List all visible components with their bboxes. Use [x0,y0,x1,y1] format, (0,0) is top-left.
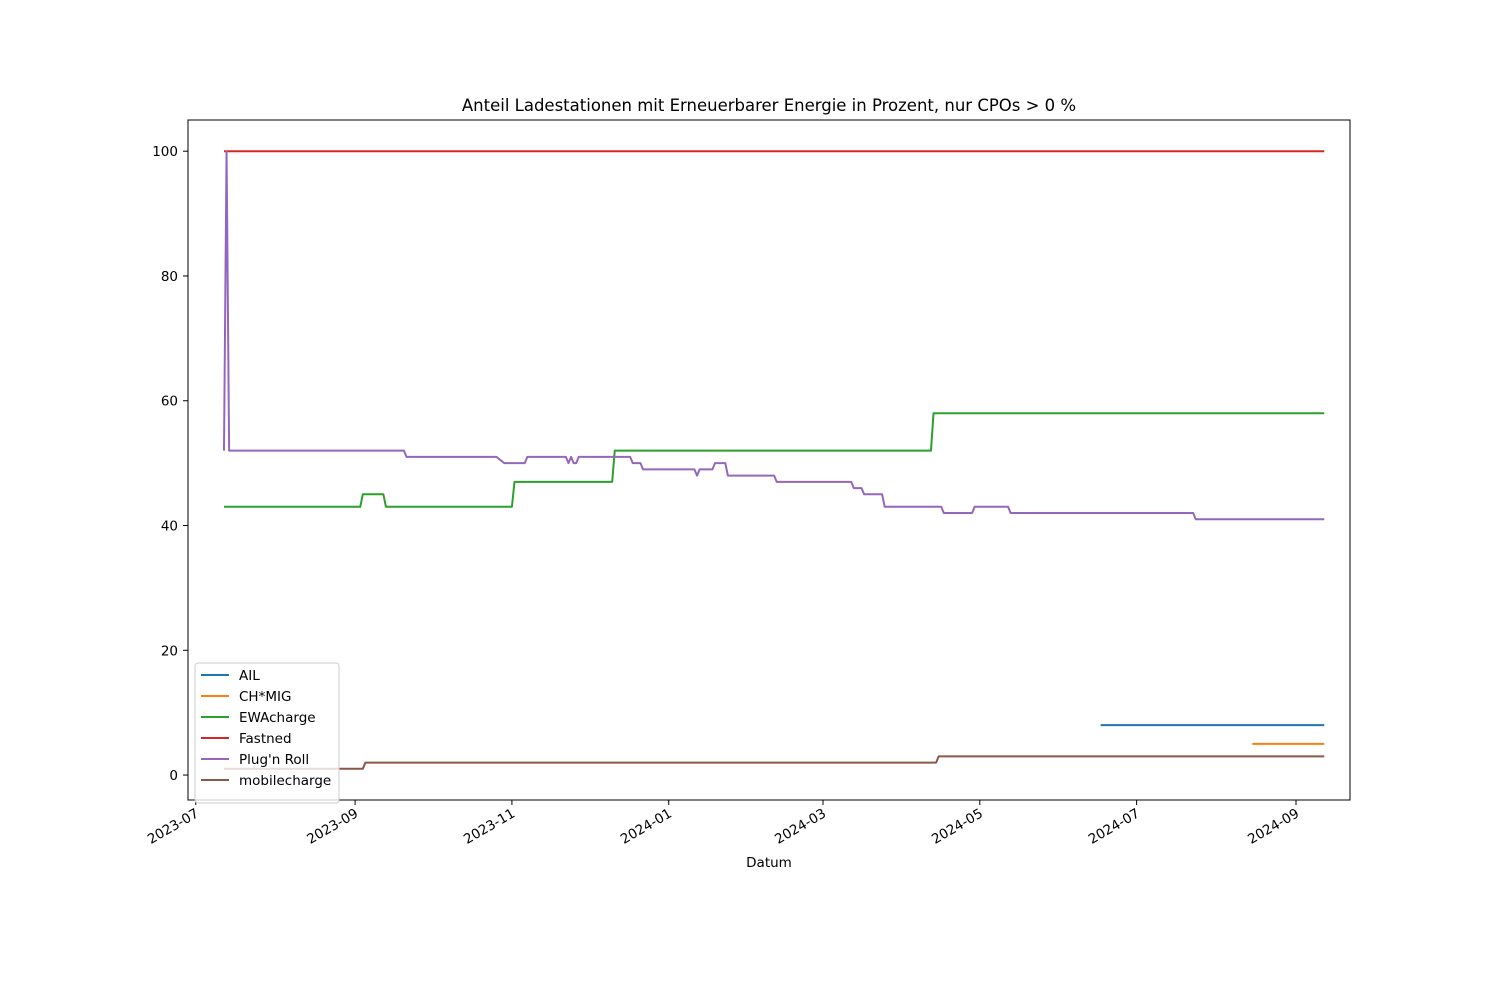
legend-label: CH*MIG [239,689,291,705]
legend-label: EWAcharge [239,710,316,726]
y-tick-label: 20 [161,643,178,659]
legend-label: Plug'n Roll [239,752,309,768]
y-tick-label: 60 [161,394,178,410]
y-axis: 0 20 40 60 80 100 [152,144,188,784]
series-line-plug-n-roll [222,150,1325,521]
legend-label: mobilecharge [239,773,331,789]
series-layer [222,150,1325,770]
plot-frame [187,119,1351,801]
x-axis-label: Datum [746,855,792,871]
y-tick-label: 80 [161,269,178,285]
legend-label: AIL [239,668,260,684]
legend: AIL CH*MIG EWAcharge Fastned Plug'n Roll mobi… [194,662,340,804]
chart-title: Anteil Ladestationen mit Erneuerbarer En… [462,96,1076,115]
series-line-mobilecharge [223,755,1325,770]
y-tick-label: 100 [152,144,178,160]
series-line-ewacharge [223,412,1325,508]
y-tick-label: 40 [161,519,178,535]
legend-label: Fastned [239,731,292,747]
y-tick-label: 0 [169,768,178,784]
legend-box [194,662,340,804]
